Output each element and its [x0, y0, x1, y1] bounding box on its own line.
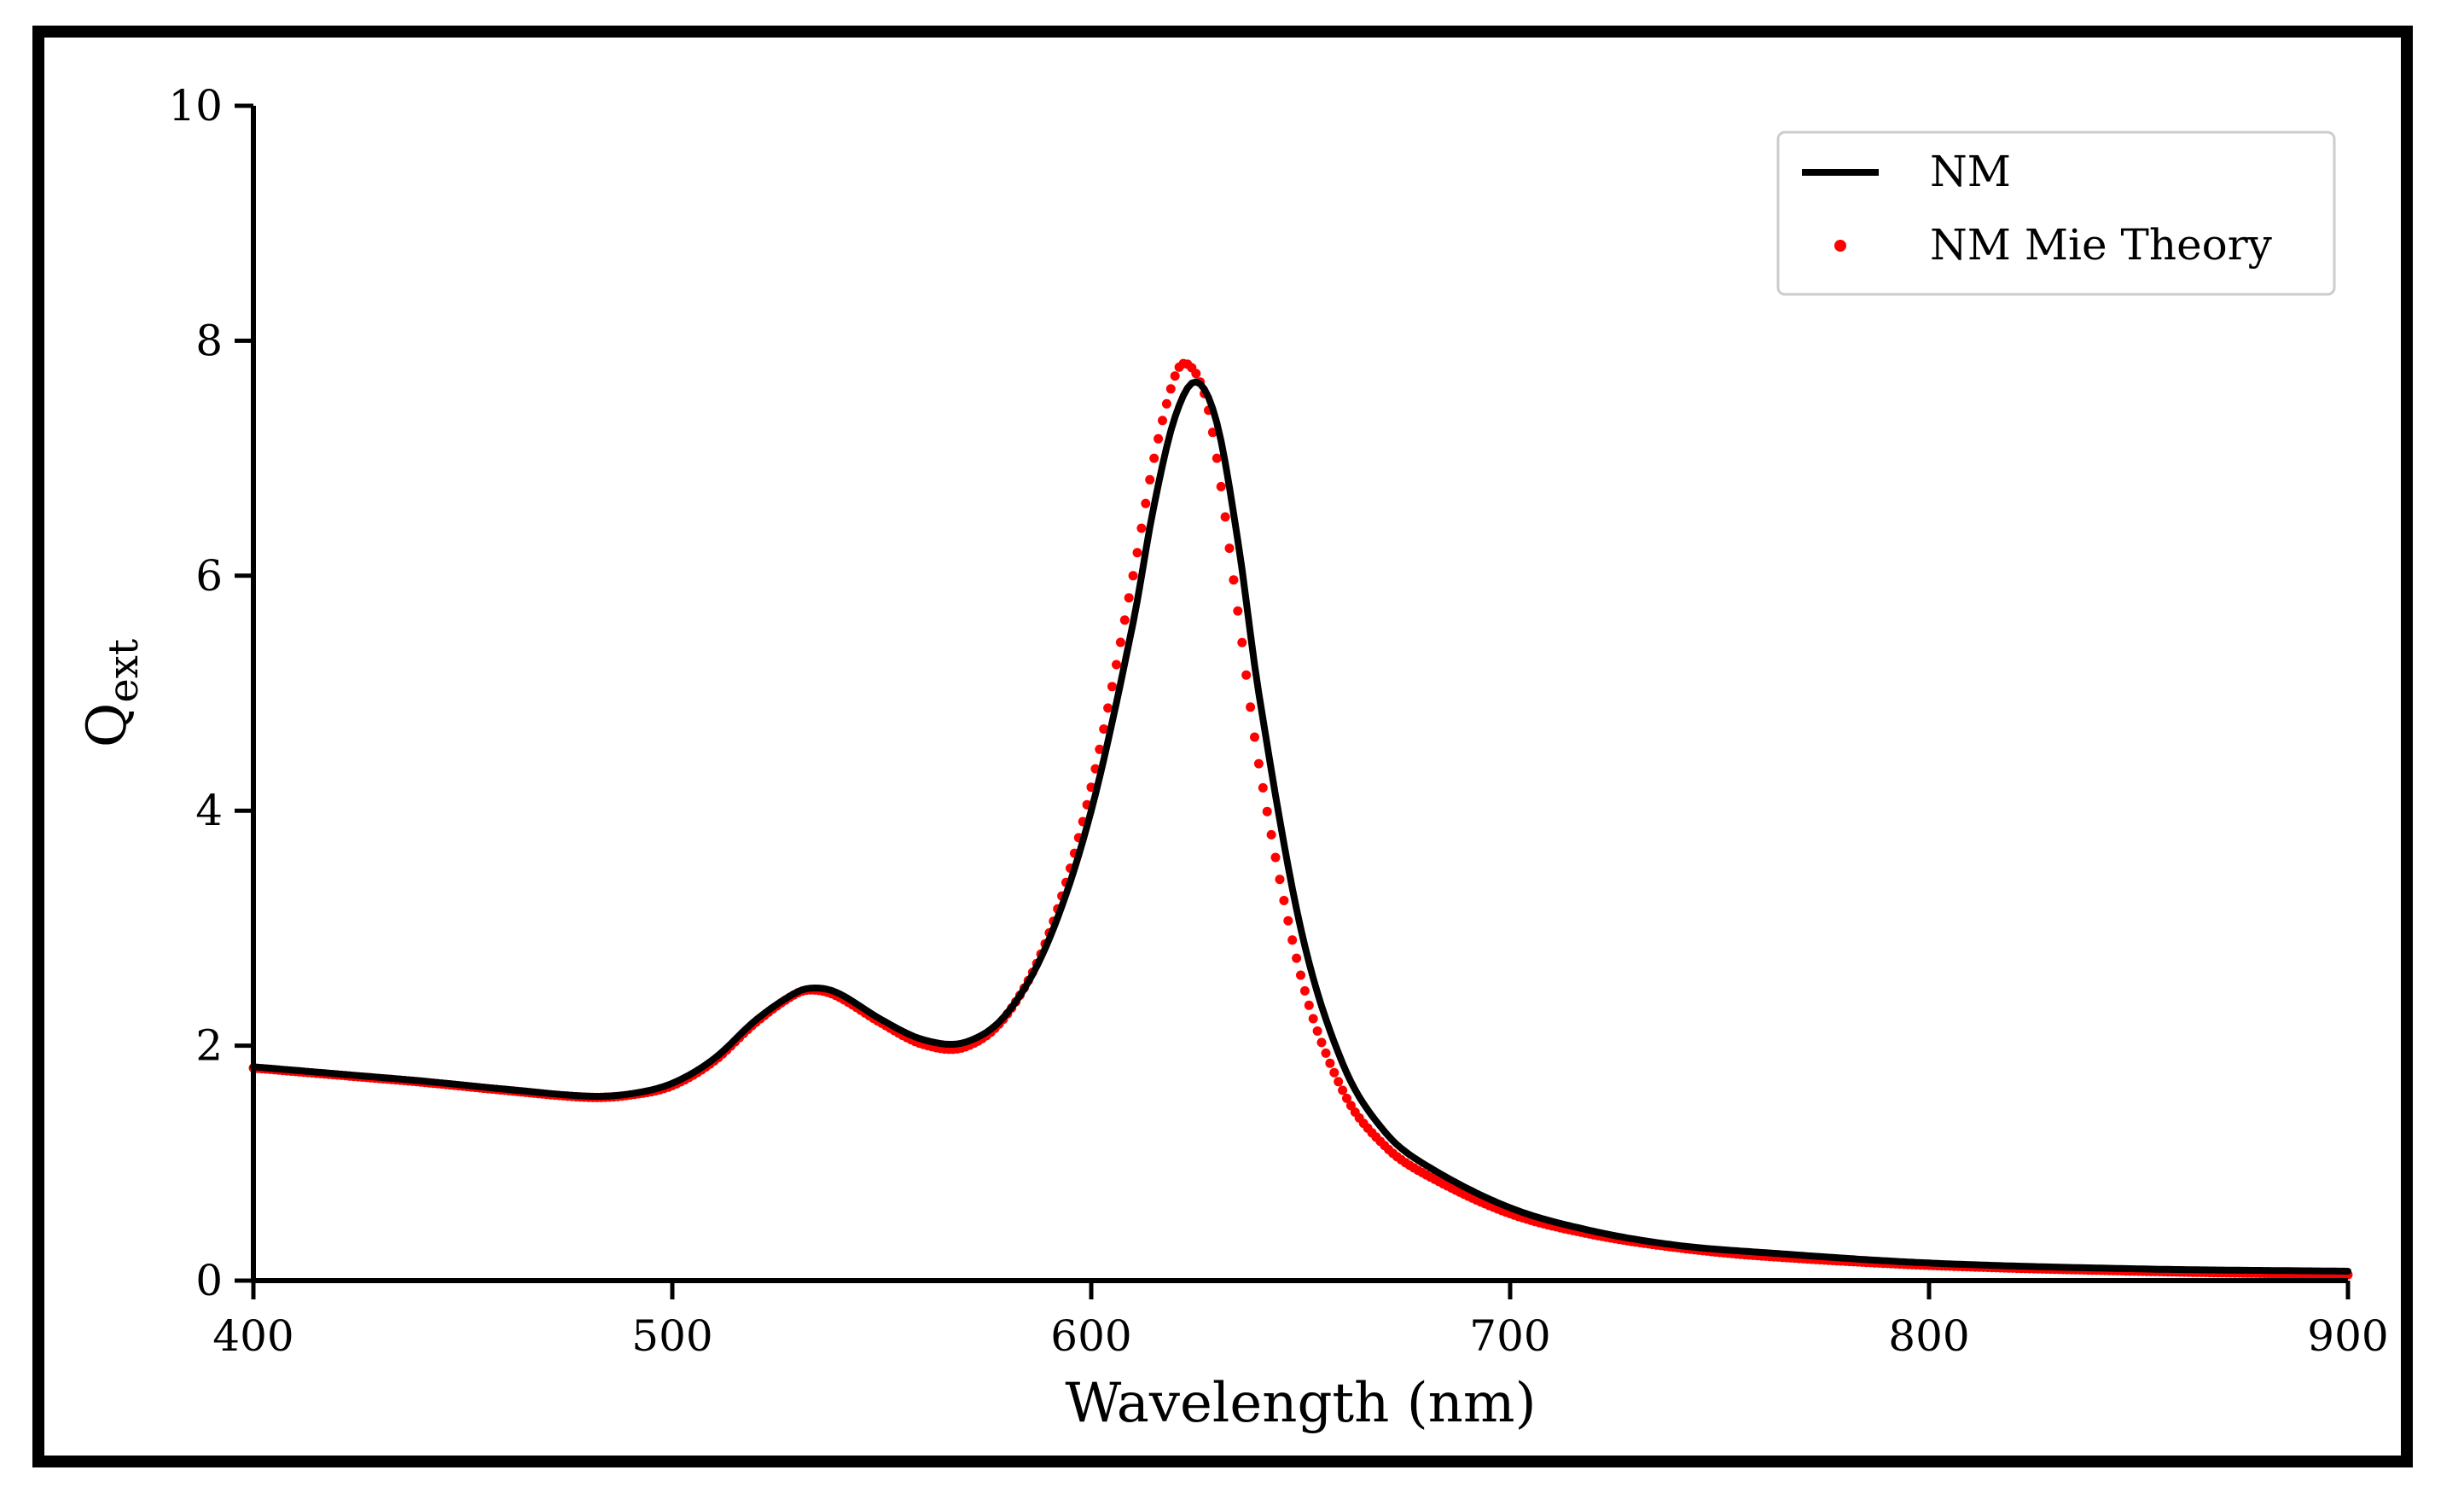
series-nm-mie-theory [248, 358, 2353, 1280]
mie-point [1312, 1026, 1322, 1036]
x-tick-label: 400 [212, 1311, 293, 1361]
mie-point [1099, 724, 1109, 734]
mie-point [1170, 371, 1180, 381]
mie-point [1154, 433, 1164, 444]
y-tick-label: 10 [168, 81, 223, 131]
mie-point [1149, 453, 1159, 463]
mie-point [1275, 875, 1285, 885]
mie-point [1270, 852, 1281, 863]
legend-mie-label: NM Mie Theory [1930, 220, 2273, 270]
mie-point [1216, 481, 1226, 491]
mie-point [1321, 1048, 1331, 1058]
mie-point [1141, 498, 1151, 508]
mie-point [1124, 593, 1134, 603]
mie-point [1224, 543, 1235, 554]
mie-point [1212, 453, 1222, 463]
mie-point [1308, 1014, 1318, 1024]
y-tick-label: 6 [195, 551, 223, 601]
y-axis-title: Qext [76, 639, 148, 747]
mie-point [1115, 637, 1125, 648]
mie-point [1266, 829, 1276, 840]
x-tick-label: 900 [2307, 1311, 2388, 1361]
mie-point [1112, 660, 1121, 670]
y-tick-label: 0 [195, 1256, 223, 1305]
mie-point [1325, 1058, 1335, 1068]
mie-point [1342, 1093, 1351, 1103]
mie-point [1283, 915, 1293, 926]
mie-point [1299, 985, 1310, 996]
figure-frame: 400 500 600 700 800 900 0 2 4 6 8 10 Wavelength (n… [32, 26, 2413, 1467]
mie-point [1338, 1085, 1348, 1095]
mie-point [1253, 758, 1264, 769]
mie-point [1107, 682, 1117, 692]
mie-point [1316, 1037, 1327, 1048]
mie-point [1250, 732, 1259, 742]
y-tick-label: 2 [195, 1021, 223, 1071]
mie-point [1103, 703, 1113, 713]
legend-mie-swatch [1834, 240, 1846, 252]
mie-point [1329, 1067, 1340, 1078]
y-tick-label: 8 [195, 316, 223, 365]
x-tick-label: 600 [1050, 1311, 1131, 1361]
mie-point [1304, 1000, 1314, 1010]
mie-point [1296, 970, 1305, 980]
mie-point [1262, 806, 1272, 816]
legend: NM NM Mie Theory [1776, 131, 2336, 296]
y-axis-title-sub: ext [100, 639, 148, 703]
mie-point [1258, 782, 1268, 793]
x-axis-title: Wavelength (nm) [1065, 1372, 1536, 1435]
mie-point [1191, 369, 1201, 379]
mie-point [1229, 575, 1239, 585]
mie-point [1136, 523, 1147, 533]
chart-svg: 400 500 600 700 800 900 0 2 4 6 8 10 Wavelength (n… [76, 81, 2389, 1435]
y-axis-title-main: Q [76, 703, 139, 747]
mie-point [1165, 384, 1176, 394]
legend-box [1776, 131, 2336, 296]
mie-point [1334, 1077, 1344, 1087]
mie-point [1220, 512, 1230, 522]
mie-point [1161, 398, 1171, 409]
series-nm-line [250, 378, 2351, 1275]
mie-point [1287, 935, 1298, 945]
x-tick-label: 700 [1469, 1311, 1550, 1361]
y-tick-label: 4 [195, 786, 223, 835]
mie-point [1292, 953, 1302, 963]
mie-point [1246, 702, 1256, 712]
mie-point [1145, 474, 1155, 485]
x-tick-label: 800 [1888, 1311, 1969, 1361]
mie-point [1095, 744, 1105, 754]
mie-point [1237, 637, 1247, 648]
mie-point [1132, 548, 1142, 558]
mie-point [1279, 896, 1289, 905]
x-ticks: 400 500 600 700 800 900 [212, 1281, 2389, 1361]
x-tick-label: 500 [631, 1311, 712, 1361]
legend-nm-label: NM [1930, 147, 2011, 196]
mie-point [1233, 606, 1243, 616]
svg-text:Qext: Qext [76, 639, 148, 747]
mie-point [1128, 571, 1138, 581]
mie-point [1241, 670, 1252, 680]
mie-point [1119, 615, 1130, 625]
y-ticks: 0 2 4 6 8 10 [168, 81, 253, 1305]
mie-point [1158, 415, 1167, 426]
